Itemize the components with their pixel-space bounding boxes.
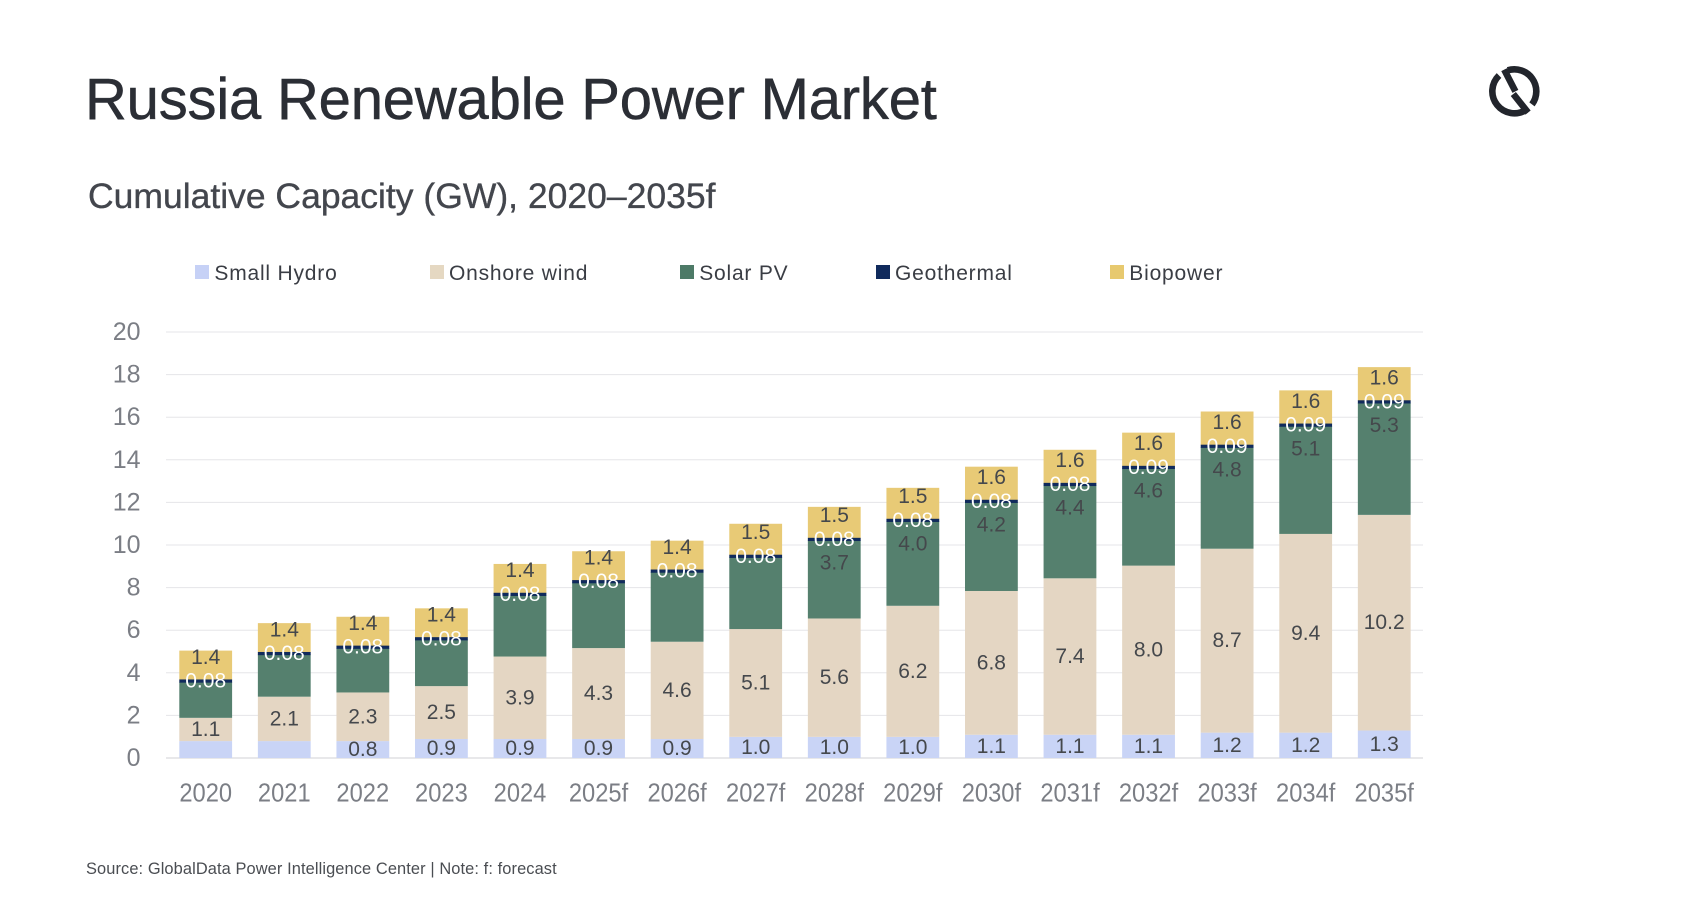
- svg-text:2.5: 2.5: [427, 701, 456, 724]
- svg-text:1.4: 1.4: [427, 604, 457, 627]
- svg-text:1.4: 1.4: [662, 536, 692, 559]
- svg-text:0.08: 0.08: [814, 528, 855, 551]
- svg-text:1.1: 1.1: [1134, 735, 1163, 758]
- svg-text:7.4: 7.4: [1055, 645, 1085, 668]
- svg-text:4.8: 4.8: [1212, 459, 1241, 482]
- svg-text:2031f: 2031f: [1040, 780, 1099, 808]
- svg-text:2027f: 2027f: [726, 780, 785, 808]
- svg-text:1.4: 1.4: [348, 612, 378, 635]
- svg-text:2034f: 2034f: [1276, 780, 1335, 808]
- svg-text:4.4: 4.4: [1055, 497, 1085, 520]
- svg-text:2032f: 2032f: [1119, 780, 1178, 808]
- svg-text:3.9: 3.9: [505, 686, 534, 709]
- svg-text:0.08: 0.08: [892, 509, 933, 532]
- svg-text:1.4: 1.4: [191, 646, 221, 669]
- svg-text:16: 16: [113, 403, 141, 431]
- svg-text:1.1: 1.1: [977, 735, 1006, 758]
- svg-text:5.6: 5.6: [820, 666, 849, 689]
- svg-text:0.08: 0.08: [657, 560, 698, 583]
- svg-text:1.5: 1.5: [820, 504, 849, 527]
- svg-text:8.7: 8.7: [1212, 629, 1241, 652]
- svg-text:1.6: 1.6: [1055, 449, 1084, 472]
- svg-text:0.09: 0.09: [1285, 414, 1326, 437]
- svg-text:0.09: 0.09: [1364, 390, 1405, 413]
- svg-text:6.2: 6.2: [898, 660, 927, 683]
- svg-text:4.0: 4.0: [898, 533, 927, 556]
- svg-text:2.3: 2.3: [348, 705, 377, 728]
- svg-text:1.1: 1.1: [1055, 735, 1084, 758]
- svg-text:2020: 2020: [179, 780, 232, 808]
- svg-text:1.4: 1.4: [505, 559, 535, 582]
- svg-text:2024: 2024: [494, 780, 547, 808]
- svg-text:2021: 2021: [258, 780, 311, 808]
- svg-text:2030f: 2030f: [962, 780, 1021, 808]
- svg-text:20: 20: [113, 318, 141, 346]
- svg-text:1.6: 1.6: [977, 466, 1006, 489]
- svg-text:2029f: 2029f: [883, 780, 942, 808]
- svg-text:6.8: 6.8: [977, 651, 1006, 674]
- svg-text:0.9: 0.9: [427, 737, 456, 760]
- svg-text:3.7: 3.7: [820, 552, 849, 575]
- svg-text:1.6: 1.6: [1370, 367, 1399, 390]
- svg-text:2028f: 2028f: [805, 780, 864, 808]
- svg-text:2023: 2023: [415, 780, 468, 808]
- svg-text:0.9: 0.9: [584, 737, 613, 760]
- svg-text:0: 0: [127, 744, 141, 772]
- svg-text:4.6: 4.6: [662, 679, 691, 702]
- svg-text:1.1: 1.1: [191, 718, 220, 741]
- svg-text:0.08: 0.08: [185, 670, 226, 693]
- svg-text:8: 8: [127, 574, 141, 602]
- svg-text:0.08: 0.08: [342, 636, 383, 659]
- svg-text:0.08: 0.08: [735, 545, 776, 568]
- svg-text:4.6: 4.6: [1134, 480, 1163, 503]
- svg-text:4: 4: [127, 659, 141, 687]
- svg-text:0.08: 0.08: [578, 570, 619, 593]
- svg-text:0.8: 0.8: [348, 738, 377, 761]
- svg-text:6: 6: [127, 616, 141, 644]
- svg-text:2033f: 2033f: [1197, 780, 1256, 808]
- svg-text:1.5: 1.5: [741, 521, 770, 544]
- svg-text:2022: 2022: [336, 780, 389, 808]
- svg-text:2025f: 2025f: [569, 780, 628, 808]
- svg-text:0.08: 0.08: [1050, 473, 1091, 496]
- svg-text:9.4: 9.4: [1291, 622, 1321, 645]
- svg-text:1.4: 1.4: [270, 618, 300, 641]
- svg-text:2: 2: [127, 701, 141, 729]
- svg-text:1.0: 1.0: [820, 736, 849, 759]
- svg-text:1.6: 1.6: [1134, 432, 1163, 455]
- svg-text:0.08: 0.08: [500, 583, 541, 606]
- svg-text:1.3: 1.3: [1370, 733, 1399, 756]
- svg-text:2035f: 2035f: [1355, 780, 1414, 808]
- svg-text:0.09: 0.09: [1207, 435, 1248, 458]
- svg-text:1.2: 1.2: [1212, 734, 1241, 757]
- svg-text:18: 18: [113, 361, 141, 389]
- svg-text:10.2: 10.2: [1364, 611, 1405, 634]
- svg-text:14: 14: [113, 446, 141, 474]
- svg-text:12: 12: [113, 488, 141, 516]
- svg-text:1.6: 1.6: [1291, 390, 1320, 413]
- svg-text:2026f: 2026f: [647, 780, 706, 808]
- svg-text:0.08: 0.08: [421, 627, 462, 650]
- svg-text:1.0: 1.0: [898, 736, 927, 759]
- svg-text:2.1: 2.1: [270, 707, 299, 730]
- svg-text:5.1: 5.1: [1291, 437, 1320, 460]
- svg-text:1.4: 1.4: [584, 547, 614, 570]
- svg-text:1.2: 1.2: [1291, 734, 1320, 757]
- svg-text:1.5: 1.5: [898, 485, 927, 508]
- svg-text:5.1: 5.1: [741, 672, 770, 695]
- svg-text:0.09: 0.09: [1128, 456, 1169, 479]
- svg-text:8.0: 8.0: [1134, 639, 1163, 662]
- svg-text:0.08: 0.08: [264, 642, 305, 665]
- svg-text:0.9: 0.9: [662, 737, 691, 760]
- svg-text:0.08: 0.08: [971, 490, 1012, 513]
- svg-text:0.9: 0.9: [505, 737, 534, 760]
- svg-text:10: 10: [113, 531, 141, 559]
- svg-text:4.3: 4.3: [584, 682, 613, 705]
- svg-text:4.2: 4.2: [977, 514, 1006, 537]
- svg-text:1.6: 1.6: [1212, 411, 1241, 434]
- svg-text:5.3: 5.3: [1370, 414, 1399, 437]
- svg-text:1.0: 1.0: [741, 736, 770, 759]
